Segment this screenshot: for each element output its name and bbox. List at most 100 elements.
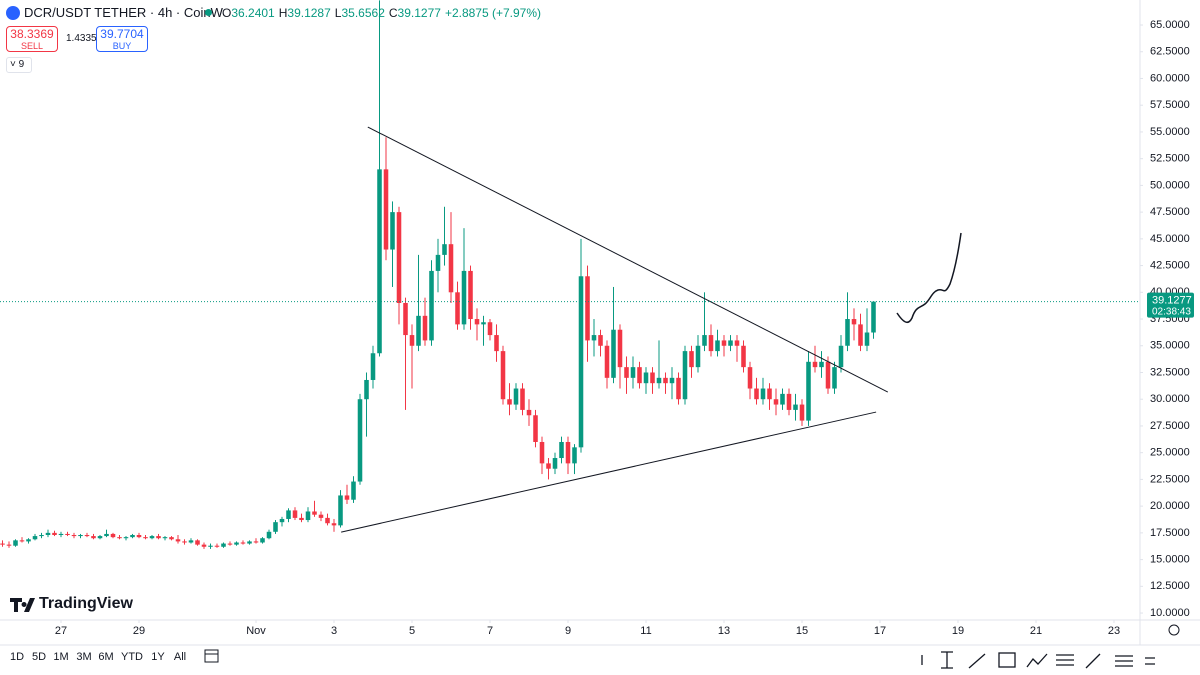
range-button[interactable]: 1M xyxy=(53,651,68,663)
calendar-icon[interactable] xyxy=(204,649,219,663)
candle-body xyxy=(143,537,148,539)
candle-body xyxy=(481,322,486,325)
x-tick-label: 13 xyxy=(718,625,730,637)
candle-body xyxy=(617,329,623,368)
y-tick-label: 45.0000 xyxy=(1150,233,1190,245)
drawing-tools[interactable] xyxy=(914,648,1200,675)
candle-body xyxy=(390,212,395,250)
candle-body xyxy=(110,533,116,538)
candle-body xyxy=(630,367,636,378)
y-tick-label: 60.0000 xyxy=(1150,72,1190,84)
candle-body xyxy=(468,270,473,320)
buy-button[interactable]: 39.7704 BUY xyxy=(96,26,148,52)
x-tick-label: 5 xyxy=(409,625,415,637)
candle-body xyxy=(819,361,824,368)
y-tick-label: 57.5000 xyxy=(1150,99,1190,111)
candle-body xyxy=(234,542,239,545)
candle-body xyxy=(208,545,213,547)
candle-body xyxy=(6,544,12,546)
indicators-count: 9 xyxy=(18,59,25,70)
x-tick-label: 23 xyxy=(1108,625,1120,637)
range-button[interactable]: 3M xyxy=(76,651,91,663)
candle-body xyxy=(370,353,376,380)
trendline xyxy=(341,411,877,533)
plot: 10.0000 12.5000 15.0000 17.5000 20.0000 22.50… xyxy=(0,0,1196,663)
x-tick-label: Nov xyxy=(246,625,266,637)
candle-body xyxy=(104,533,109,537)
candle-body xyxy=(253,541,259,543)
indicators-toggle[interactable]: ˅ 9 xyxy=(6,57,32,73)
candle-body xyxy=(195,540,200,545)
candle-body xyxy=(383,169,389,250)
symbol: DCR/USDT TETHER · 4h · CoinW xyxy=(24,5,223,20)
candle-body xyxy=(32,536,38,540)
y-tick-label: 62.5000 xyxy=(1150,46,1190,58)
candle-body xyxy=(845,319,850,346)
candle-body xyxy=(728,340,733,346)
candle-body xyxy=(91,536,96,539)
watermark: TradingView xyxy=(39,595,134,612)
buy-label: BUY xyxy=(112,41,132,51)
candle-body xyxy=(721,340,727,346)
candle-body xyxy=(318,514,324,518)
candle-body xyxy=(546,463,551,469)
candle-body xyxy=(825,361,831,389)
range-button[interactable]: 6M xyxy=(98,651,113,663)
candle-body xyxy=(52,532,57,536)
candle-body xyxy=(65,533,70,536)
candle-body xyxy=(864,332,870,346)
range-button[interactable]: 5D xyxy=(32,651,46,663)
candle-body xyxy=(26,539,31,542)
ohlc-label: O xyxy=(222,6,232,20)
candle-body xyxy=(448,244,454,293)
candle-body xyxy=(533,415,538,442)
status-dot xyxy=(205,9,212,16)
candle-body xyxy=(500,351,506,400)
y-tick-label: 32.5000 xyxy=(1150,366,1190,378)
hand-drawn-projection xyxy=(896,232,962,324)
candle-body xyxy=(760,388,766,400)
candle-body xyxy=(682,351,688,400)
y-tick-label: 17.5000 xyxy=(1150,527,1190,539)
candle-body xyxy=(117,537,122,539)
candle-body xyxy=(364,379,369,400)
candle-body xyxy=(455,292,460,325)
candle-body xyxy=(598,335,603,346)
settings-icon[interactable] xyxy=(1168,624,1180,636)
buy-price: 39.7704 xyxy=(100,27,144,41)
candle-body xyxy=(513,388,519,405)
range-button[interactable]: 1D xyxy=(10,651,24,663)
candle-body xyxy=(409,335,415,346)
candle-body xyxy=(812,361,818,368)
candle-body xyxy=(552,458,558,469)
candle-body xyxy=(858,324,863,346)
last-price-label: 39.1277 xyxy=(1152,295,1192,307)
candle-body xyxy=(773,399,779,405)
y-tick-label: 55.0000 xyxy=(1150,126,1190,138)
candle-body xyxy=(123,537,129,539)
countdown: 02:38:43 xyxy=(1152,306,1191,317)
range-button[interactable]: 1Y xyxy=(151,651,165,663)
candle-body xyxy=(325,517,330,524)
x-tick-label: 3 xyxy=(331,625,337,637)
candle-body xyxy=(578,276,584,448)
candle-body xyxy=(838,345,844,368)
x-tick-label: 21 xyxy=(1030,625,1042,637)
candle-body xyxy=(97,536,103,539)
candle-body xyxy=(715,340,720,352)
symbol-icon xyxy=(6,6,20,20)
range-button[interactable]: YTD xyxy=(121,651,143,663)
candle-body xyxy=(637,367,642,384)
candle-body xyxy=(565,441,571,464)
candle-body xyxy=(260,538,265,543)
sell-price: 38.3369 xyxy=(10,27,54,41)
candle-body xyxy=(84,535,90,537)
sell-button[interactable]: 38.3369 SELL xyxy=(6,26,58,52)
range-button[interactable]: All xyxy=(174,651,186,663)
candle-body xyxy=(19,540,25,542)
candle-body xyxy=(305,511,311,521)
candle-body xyxy=(442,244,447,255)
x-tick-label: 9 xyxy=(565,625,571,637)
candle-body xyxy=(474,319,480,325)
y-tick-label: 47.5000 xyxy=(1150,206,1190,218)
